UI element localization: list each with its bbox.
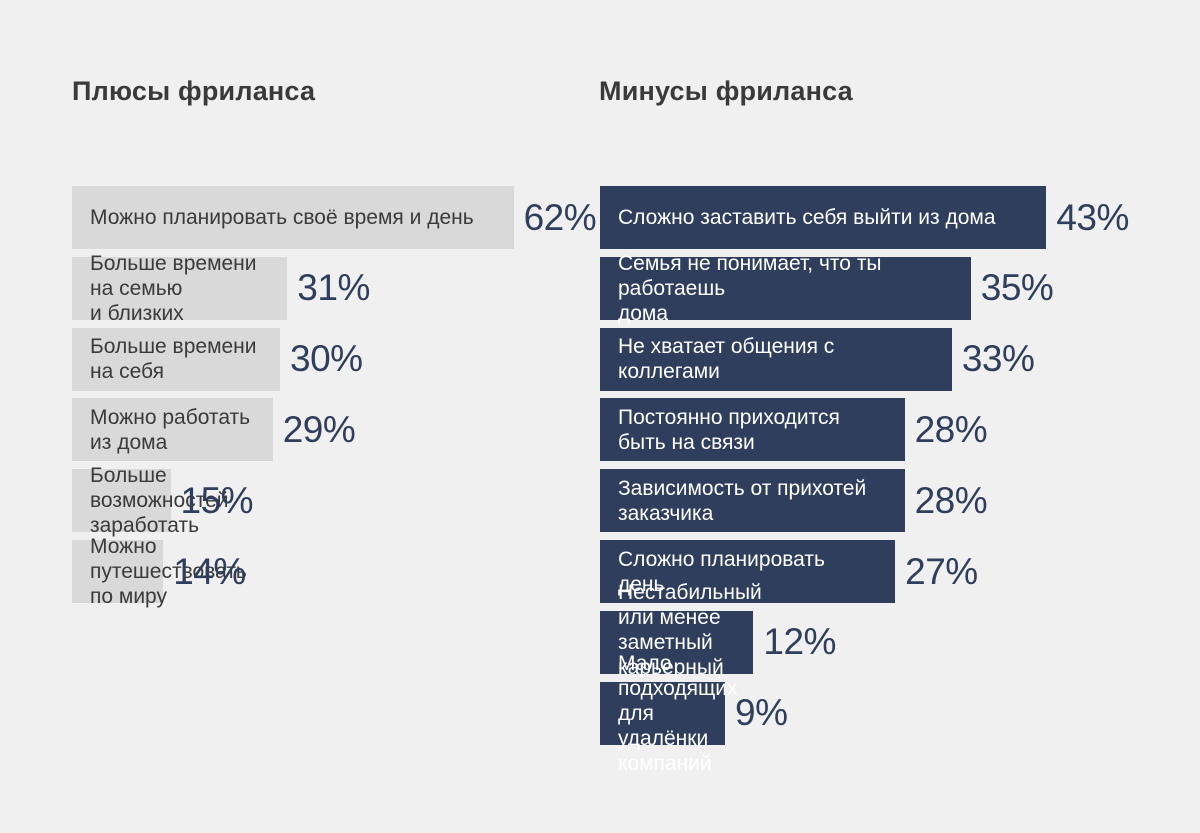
pros-bar-label: Можно путешествовать по миру — [90, 535, 247, 608]
cons-value-label: 28% — [914, 479, 988, 521]
cons-value-label: 28% — [914, 408, 988, 450]
pros-bar: Можно путешествовать по миру — [72, 535, 247, 608]
cons-value-label: 27% — [905, 550, 978, 592]
cons-bar-label: Постоянно приходится быть на связи — [618, 405, 840, 454]
pros-value-label: 31% — [297, 267, 370, 309]
pros-value-label: 62% — [523, 196, 597, 238]
cons-bar-label: Сложно планировать день — [618, 547, 825, 596]
pros-value-label: 14% — [173, 550, 246, 592]
pros-bar: Больше возможностей заработать — [72, 464, 229, 537]
pros-bar-label: Больше возможностей заработать — [90, 464, 229, 538]
pros-bar-label: Можно работать из дома — [90, 405, 251, 454]
pros-bar: Можно планировать своё время и день — [72, 186, 514, 249]
cons-bar: Сложно заставить себя выйти из дома — [600, 186, 1047, 249]
pros-bar: Больше времени на семью и близких — [72, 252, 288, 325]
cons-bar: Семья не понимает, что ты работаешь дома — [600, 252, 971, 325]
cons-bar: Не хватает общения с коллегами — [600, 327, 952, 391]
cons-bar-label: Мало подходящих для удалёнки компаний — [618, 651, 738, 775]
cons-bar-label: Не хватает общения с коллегами — [618, 335, 835, 384]
pros-bar: Больше времени на себя — [72, 327, 280, 391]
pros-bar: Можно работать из дома — [72, 398, 273, 462]
cons-value-label: 33% — [961, 338, 1035, 380]
cons-value-label: 9% — [735, 692, 788, 734]
pros-bar-label: Можно планировать своё время и день — [90, 206, 474, 229]
cons-bar-label: Зависимость от прихотей заказчика — [618, 476, 867, 525]
cons-value-label: 43% — [1056, 196, 1129, 238]
pros-bar-label: Больше времени на себя — [90, 335, 257, 384]
cons-bar: Зависимость от прихотей заказчика — [600, 469, 905, 533]
cons-bar: Сложно планировать день — [600, 540, 896, 603]
cons-title: Минусы фриланса — [599, 76, 853, 106]
pros-bar-label: Больше времени на семью и близких — [90, 251, 257, 325]
cons-bar: Постоянно приходится быть на связи — [600, 398, 905, 462]
cons-value-label: 12% — [763, 621, 836, 663]
pros-value-label: 30% — [290, 338, 363, 380]
cons-value-label: 35% — [980, 267, 1054, 309]
pros-title: Плюсы фриланса — [72, 76, 316, 106]
cons-bar: Мало подходящих для удалёнки компаний — [600, 652, 737, 775]
cons-bar-label: Семья не понимает, что ты работаешь дома — [618, 251, 882, 325]
pros-value-label: 29% — [282, 408, 356, 450]
pros-value-label: 15% — [180, 479, 254, 521]
cons-bar-label: Сложно заставить себя выйти из дома — [618, 206, 996, 229]
